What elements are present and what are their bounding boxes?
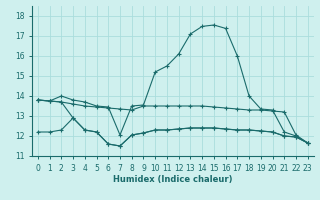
X-axis label: Humidex (Indice chaleur): Humidex (Indice chaleur) <box>113 175 233 184</box>
